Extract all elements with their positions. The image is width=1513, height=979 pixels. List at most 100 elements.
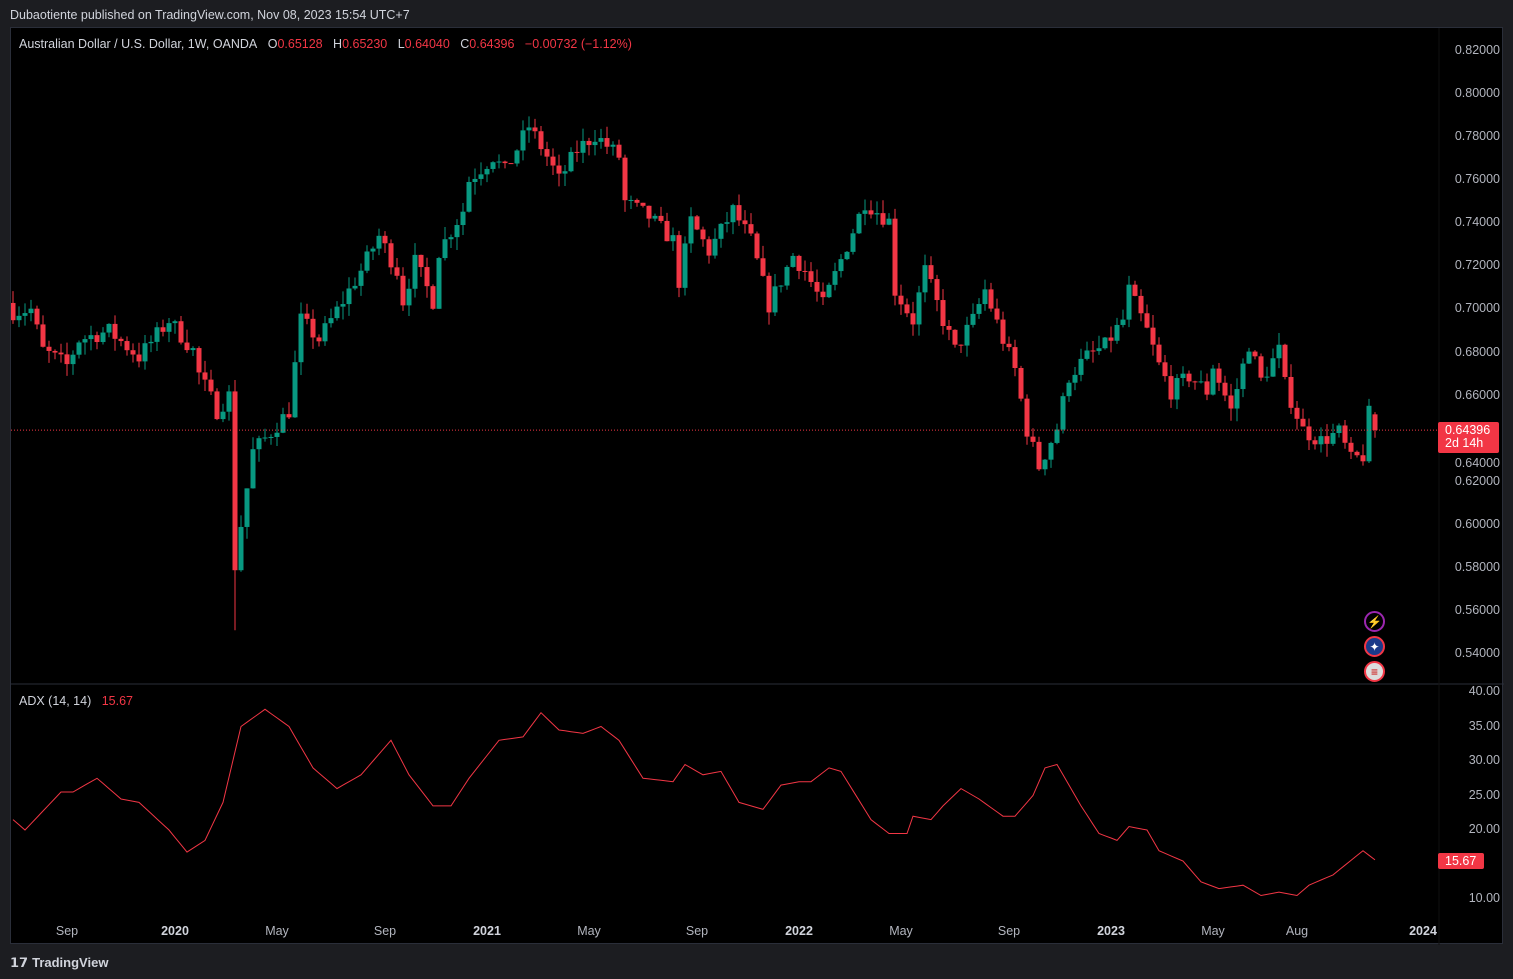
candle-body <box>358 270 364 286</box>
chart-canvas[interactable] <box>11 28 1504 945</box>
time-tick-label: Sep <box>55 924 79 938</box>
candle-body <box>850 233 856 252</box>
brand-name: TradingView <box>32 955 109 970</box>
candle-body <box>1192 381 1198 383</box>
price-tick-label: 0.60000 <box>1454 516 1500 531</box>
candle-body <box>1090 350 1096 352</box>
price-tick-label: 0.68000 <box>1454 344 1500 359</box>
candle-body <box>64 354 70 365</box>
price-tick-label: 0.78000 <box>1454 129 1500 144</box>
candle-body <box>346 288 352 305</box>
us-flag-icon[interactable]: ≡ <box>1364 661 1385 682</box>
candle-body <box>256 438 262 450</box>
candle-body <box>1342 425 1348 443</box>
candle-body <box>1228 395 1234 409</box>
high-label: H <box>333 37 343 51</box>
candle-body <box>262 437 268 439</box>
candle-body <box>22 313 28 316</box>
candle-body <box>658 215 664 221</box>
candle-body <box>214 391 220 420</box>
candle-body <box>664 220 670 242</box>
candle-body <box>142 343 148 362</box>
candle-body <box>460 211 466 226</box>
candle-body <box>598 138 604 142</box>
candle-body <box>1288 376 1294 408</box>
tradingview-brand[interactable]: 𝟭𝟳 TradingView <box>10 955 108 971</box>
candle-body <box>28 308 34 314</box>
candle-body <box>1180 373 1186 379</box>
candle-body <box>574 151 580 153</box>
lightning-event-icon[interactable]: ⚡ <box>1364 611 1385 632</box>
candle-body <box>442 239 448 259</box>
australia-flag-icon[interactable]: ✦ <box>1364 636 1385 657</box>
candle-body <box>196 348 202 373</box>
candle-body <box>766 275 772 313</box>
candle-body <box>676 235 682 288</box>
candle-body <box>1318 436 1324 445</box>
candle-body <box>976 304 982 314</box>
candle-body <box>1012 347 1018 369</box>
adx-legend[interactable]: ADX (14, 14) 15.67 <box>19 694 133 708</box>
candle-body <box>148 341 154 344</box>
candle-body <box>790 255 796 267</box>
candle-body <box>250 449 256 489</box>
candle-body <box>1054 429 1060 443</box>
adx-tick-label: 10.00 <box>1468 891 1500 905</box>
candle-body <box>1258 356 1264 378</box>
candle-body <box>100 332 106 343</box>
candle-body <box>352 285 358 289</box>
candle-body <box>82 339 88 343</box>
candle-body <box>1102 337 1108 349</box>
candle-body <box>736 205 742 221</box>
candle-body <box>1300 418 1306 427</box>
candle-body <box>58 352 64 355</box>
candle-body <box>202 372 208 380</box>
candle-body <box>1246 351 1252 364</box>
time-tick-label: 2024 <box>1409 924 1437 938</box>
candle-body <box>1210 368 1216 395</box>
candle-body <box>940 300 946 327</box>
price-tick-label: 0.70000 <box>1454 301 1500 316</box>
chart-frame[interactable]: Australian Dollar / U.S. Dollar, 1W, OAN… <box>10 27 1504 945</box>
candle-body <box>232 391 238 571</box>
candle-body <box>640 202 646 206</box>
time-tick-label: 2023 <box>1097 924 1125 938</box>
candle-body <box>550 156 556 166</box>
candle-body <box>1372 414 1378 431</box>
candle-body <box>514 150 520 164</box>
candle-body <box>610 144 616 147</box>
candle-body <box>1354 451 1360 456</box>
price-tick-label: 0.56000 <box>1454 602 1500 617</box>
candle-body <box>922 265 928 293</box>
candle-body <box>928 265 934 280</box>
candle-body <box>1144 313 1150 328</box>
candle-body <box>112 323 118 339</box>
candle-body <box>934 279 940 301</box>
candle-body <box>364 251 370 271</box>
adx-tick-label: 30.00 <box>1468 753 1500 767</box>
time-tick-label: Sep <box>997 924 1021 938</box>
candle-body <box>1018 368 1024 399</box>
adx-line <box>12 708 1376 897</box>
candle-body <box>418 254 424 268</box>
candle-body <box>700 229 706 240</box>
candle-body <box>490 162 496 169</box>
candle-body <box>946 326 952 330</box>
candle-body <box>622 157 628 201</box>
candle-body <box>886 218 892 225</box>
low-value: 0.64040 <box>404 37 450 51</box>
candle-body <box>730 205 736 223</box>
candle-body <box>1072 374 1078 383</box>
candle-body <box>682 243 688 288</box>
candle-body <box>958 344 964 346</box>
candle-body <box>826 284 832 298</box>
time-tick-label: May <box>577 924 601 938</box>
candle-body <box>1120 319 1126 325</box>
price-tick-label: 0.76000 <box>1454 172 1500 187</box>
candle-body <box>1216 368 1222 383</box>
candle-body <box>94 335 100 343</box>
open-value: 0.65128 <box>277 37 323 51</box>
candle-body <box>742 220 748 225</box>
candle-body <box>964 324 970 346</box>
candle-body <box>772 286 778 313</box>
